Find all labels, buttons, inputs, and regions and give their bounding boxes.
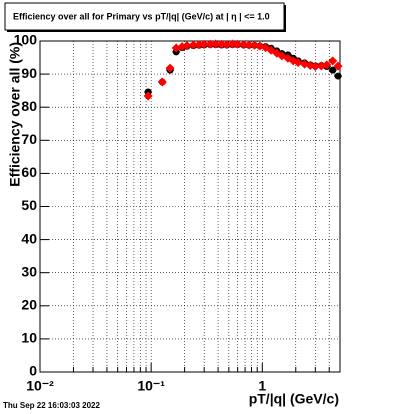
- y-tick-label: 90: [21, 65, 37, 81]
- title-box: [4, 2, 285, 31]
- y-tick-label: 20: [21, 297, 37, 313]
- y-tick-label: 30: [21, 263, 37, 279]
- marker: [171, 43, 181, 53]
- y-tick-label: 40: [21, 230, 37, 246]
- x-axis-label: pT/|q| (GeV/c): [249, 391, 339, 407]
- marker: [222, 40, 232, 50]
- marker: [188, 40, 198, 50]
- marker: [244, 40, 254, 50]
- marker: [322, 60, 332, 70]
- marker: [194, 40, 204, 50]
- marker: [239, 40, 249, 50]
- y-axis-label: Efficiency over all (%): [7, 42, 23, 187]
- y-tick-label: 100: [14, 32, 38, 48]
- marker: [143, 91, 153, 101]
- marker: [334, 72, 342, 80]
- marker: [205, 39, 215, 49]
- marker: [165, 63, 175, 73]
- marker: [211, 39, 221, 49]
- y-tick-label: 50: [21, 197, 37, 213]
- plot-frame: [39, 40, 341, 373]
- marker: [333, 61, 343, 71]
- marker: [310, 61, 320, 71]
- y-tick-label: 60: [21, 164, 37, 180]
- y-tick-label: 0: [29, 363, 37, 379]
- y-tick-label: 80: [21, 98, 37, 114]
- marker: [293, 58, 303, 68]
- marker: [157, 77, 167, 87]
- marker: [249, 40, 259, 50]
- marker: [329, 66, 337, 74]
- x-tick-label: 1: [258, 378, 266, 394]
- marker: [328, 56, 338, 66]
- marker: [228, 39, 238, 49]
- y-tick-label: 10: [21, 330, 37, 346]
- x-tick-label: 10⁻¹: [137, 378, 165, 394]
- y-tick-label: 70: [21, 131, 37, 147]
- marker: [182, 41, 192, 51]
- footer: Thu Sep 22 16:03:03 2022: [3, 401, 100, 410]
- marker: [217, 39, 227, 49]
- chart-title: Efficiency over all for Primary vs pT/|q…: [13, 11, 270, 21]
- marker: [199, 39, 209, 49]
- x-tick-label: 10⁻²: [26, 378, 54, 394]
- marker: [233, 39, 243, 49]
